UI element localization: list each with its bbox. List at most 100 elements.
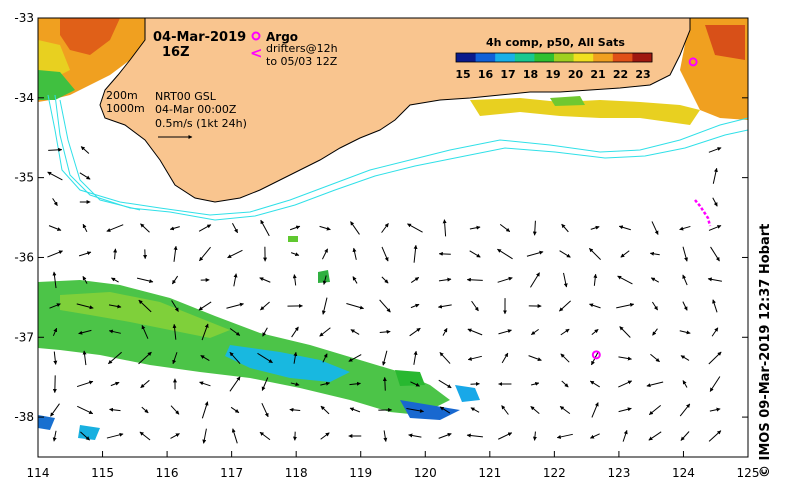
x-tick-label: 115 bbox=[91, 466, 114, 480]
current-arrow bbox=[50, 403, 60, 417]
y-tick-label: -33 bbox=[14, 11, 34, 25]
current-arrow bbox=[322, 275, 327, 285]
current-arrow bbox=[48, 225, 62, 231]
sst-band-south-2 bbox=[60, 292, 230, 338]
current-arrow bbox=[141, 324, 149, 339]
current-arrow bbox=[682, 301, 688, 311]
current-arrow bbox=[467, 328, 483, 336]
current-arrow bbox=[231, 428, 238, 444]
colorbar-swatch bbox=[514, 53, 535, 62]
current-arrow bbox=[136, 277, 154, 283]
y-tick-label: -34 bbox=[14, 91, 34, 105]
x-tick-label: 124 bbox=[672, 466, 695, 480]
current-arrow bbox=[108, 304, 122, 309]
current-arrow bbox=[138, 299, 152, 313]
current-arrow bbox=[321, 248, 329, 260]
current-arrow bbox=[501, 405, 509, 415]
current-arrow bbox=[531, 328, 539, 336]
current-arrow bbox=[382, 350, 388, 366]
colorbar-swatch bbox=[456, 53, 477, 62]
current-arrow bbox=[437, 304, 452, 309]
current-arrow bbox=[113, 248, 118, 260]
current-arrow bbox=[80, 431, 90, 441]
current-arrow bbox=[707, 277, 722, 282]
sst-small-2 bbox=[288, 236, 298, 242]
current-arrow bbox=[346, 303, 364, 310]
current-arrow bbox=[291, 326, 299, 338]
current-arrow bbox=[261, 377, 269, 391]
current-arrow bbox=[349, 381, 361, 386]
current-arrow bbox=[591, 328, 599, 336]
current-arrow bbox=[530, 405, 540, 415]
current-arrow bbox=[290, 252, 300, 257]
current-arrow bbox=[532, 431, 537, 441]
colorbar-swatch bbox=[495, 53, 516, 62]
current-arrow bbox=[202, 428, 207, 444]
current-arrow bbox=[409, 327, 421, 337]
current-arrow bbox=[712, 197, 718, 207]
current-arrow bbox=[106, 432, 124, 439]
current-arrow bbox=[498, 432, 513, 440]
current-arrow bbox=[589, 303, 601, 309]
current-arrow bbox=[82, 350, 87, 366]
sst-coast-green bbox=[550, 96, 585, 106]
x-tick-label: 114 bbox=[27, 466, 50, 480]
current-arrow bbox=[201, 401, 209, 419]
current-arrow bbox=[618, 380, 633, 388]
current-arrow bbox=[171, 300, 179, 312]
drifters-label-1: drifters@12h bbox=[266, 42, 338, 55]
current-arrow bbox=[320, 405, 330, 415]
current-arrow bbox=[589, 380, 600, 388]
current-arrow bbox=[229, 351, 241, 365]
current-arrow bbox=[561, 223, 569, 233]
sst-band-blue bbox=[400, 400, 460, 420]
isobath-extra bbox=[59, 99, 141, 211]
current-arrow bbox=[708, 225, 722, 231]
sst-sw-patch bbox=[38, 415, 55, 430]
isobath-1000-label: 1000m bbox=[106, 102, 145, 115]
current-arrow bbox=[708, 430, 722, 442]
current-arrow bbox=[559, 250, 571, 258]
current-arrow bbox=[407, 223, 423, 233]
current-arrow bbox=[466, 433, 483, 438]
current-arrow bbox=[712, 299, 718, 313]
current-arrow bbox=[76, 380, 94, 388]
current-arrow bbox=[349, 407, 361, 413]
current-arrow bbox=[52, 271, 57, 289]
current-arrow bbox=[82, 275, 88, 284]
sst-small-1 bbox=[318, 270, 330, 283]
current-arrow bbox=[111, 277, 119, 283]
current-arrow bbox=[679, 225, 691, 231]
current-arrow bbox=[77, 405, 94, 415]
sst-nw-yellow bbox=[38, 40, 70, 80]
isobaths bbox=[47, 94, 748, 221]
current-arrow bbox=[260, 219, 270, 237]
current-arrow bbox=[501, 352, 509, 364]
current-arrow bbox=[169, 226, 180, 231]
current-arrow bbox=[556, 433, 573, 439]
current-arrow bbox=[141, 406, 149, 414]
current-arrow bbox=[680, 431, 690, 441]
drifter-track bbox=[694, 199, 712, 227]
current-arrow bbox=[708, 147, 722, 153]
current-arrow bbox=[617, 275, 633, 285]
colorbar-swatch bbox=[573, 53, 594, 62]
colorbar-title: 4h comp, p50, All Sats bbox=[486, 36, 625, 49]
colorbar-tick-label: 22 bbox=[613, 68, 628, 81]
current-arrow bbox=[108, 351, 122, 365]
current-arrow bbox=[646, 381, 664, 388]
current-arrow bbox=[438, 277, 452, 282]
current-arrow bbox=[528, 355, 542, 361]
current-arrow bbox=[530, 381, 540, 386]
current-arrow bbox=[680, 355, 690, 361]
current-arrow bbox=[563, 272, 568, 288]
current-arrow bbox=[650, 277, 660, 283]
y-tick-label: -37 bbox=[14, 330, 34, 344]
y-tick-label: -38 bbox=[14, 410, 34, 424]
sst-nw-hot bbox=[60, 18, 120, 55]
current-arrow bbox=[49, 303, 61, 309]
current-arrow bbox=[173, 245, 178, 262]
current-arrow bbox=[439, 352, 451, 364]
current-arrow bbox=[381, 223, 389, 233]
